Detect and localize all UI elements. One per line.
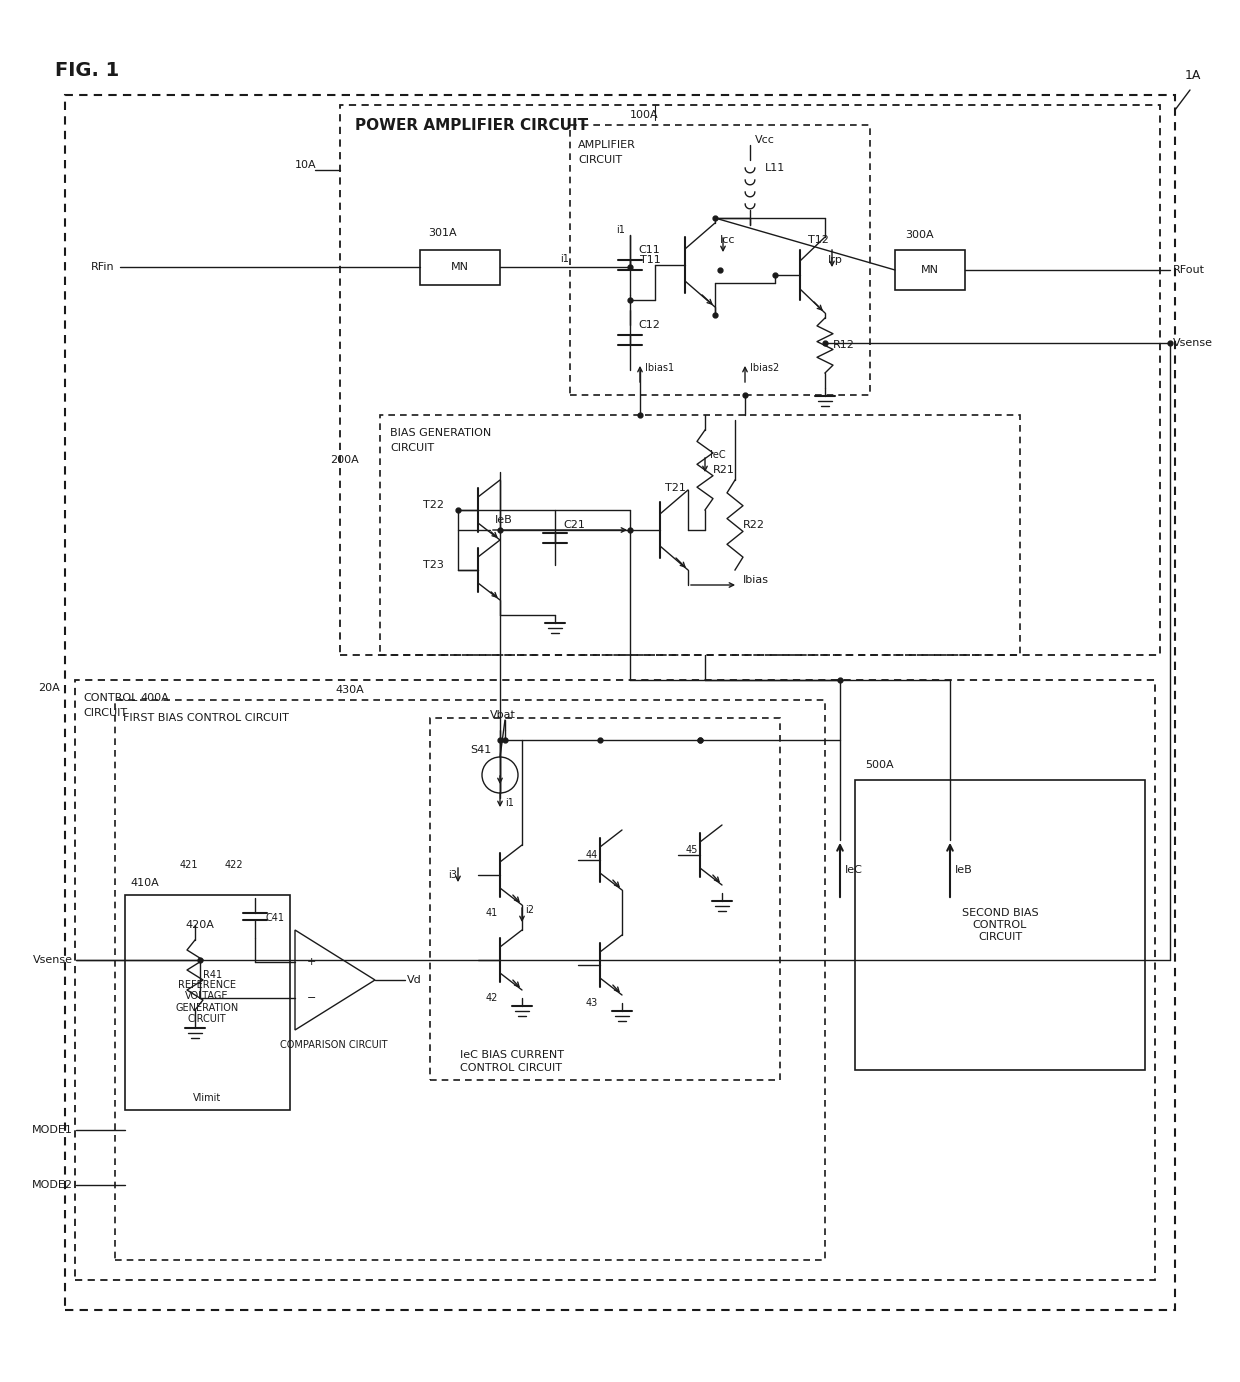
Text: 43: 43 xyxy=(585,998,598,1007)
Text: CONTROL: CONTROL xyxy=(83,692,138,703)
Text: 44: 44 xyxy=(585,850,598,860)
Text: i2: i2 xyxy=(525,905,534,915)
Text: i1: i1 xyxy=(616,225,625,235)
Text: MN: MN xyxy=(921,265,939,275)
Text: 300A: 300A xyxy=(905,229,934,240)
Text: RFin: RFin xyxy=(92,263,115,272)
Text: T21: T21 xyxy=(665,482,686,493)
Text: i3: i3 xyxy=(448,871,456,880)
Text: 500A: 500A xyxy=(866,760,894,770)
Text: R22: R22 xyxy=(743,520,765,531)
Text: CIRCUIT: CIRCUIT xyxy=(391,444,434,453)
Bar xyxy=(340,105,1159,655)
Text: 20A: 20A xyxy=(38,683,60,692)
Text: CIRCUIT: CIRCUIT xyxy=(83,708,128,719)
Text: Ibias2: Ibias2 xyxy=(750,363,779,373)
Text: CIRCUIT: CIRCUIT xyxy=(578,155,622,164)
Text: RFout: RFout xyxy=(1173,265,1205,275)
Text: IeC BIAS CURRENT: IeC BIAS CURRENT xyxy=(460,1050,564,1060)
Text: 41: 41 xyxy=(486,908,498,918)
Text: Ibias1: Ibias1 xyxy=(645,363,675,373)
Text: MODE1: MODE1 xyxy=(32,1125,73,1135)
Text: 410A: 410A xyxy=(130,878,159,889)
Text: 421: 421 xyxy=(180,860,198,871)
Text: Ibias: Ibias xyxy=(743,575,769,585)
Text: MN: MN xyxy=(451,263,469,272)
Text: 100A: 100A xyxy=(630,111,658,120)
Text: Vsense: Vsense xyxy=(1173,339,1213,348)
Bar xyxy=(570,124,870,395)
Text: C12: C12 xyxy=(639,321,660,330)
Text: S41: S41 xyxy=(470,745,491,755)
Bar xyxy=(125,896,290,1110)
Text: POWER AMPLIFIER CIRCUIT: POWER AMPLIFIER CIRCUIT xyxy=(355,117,588,133)
Text: 1A: 1A xyxy=(1185,69,1202,82)
Text: T23: T23 xyxy=(423,560,444,569)
Text: R21: R21 xyxy=(713,464,735,475)
Text: i1: i1 xyxy=(505,797,513,808)
Text: Icc: Icc xyxy=(720,235,735,245)
Text: Vsense: Vsense xyxy=(33,955,73,965)
Text: 301A: 301A xyxy=(428,228,456,238)
Text: 45: 45 xyxy=(686,844,698,855)
Text: Irp: Irp xyxy=(828,256,843,265)
Bar xyxy=(856,779,1145,1070)
Text: IeC: IeC xyxy=(711,451,725,460)
Text: C21: C21 xyxy=(563,520,585,531)
Bar xyxy=(64,95,1176,1310)
Bar xyxy=(74,680,1154,1280)
Text: L11: L11 xyxy=(765,163,785,173)
Text: 10A: 10A xyxy=(295,160,316,170)
Text: C11: C11 xyxy=(639,245,660,256)
Text: 200A: 200A xyxy=(330,455,358,464)
Text: −: − xyxy=(308,994,316,1003)
Text: SECOND BIAS
CONTROL
CIRCUIT: SECOND BIAS CONTROL CIRCUIT xyxy=(962,908,1038,941)
Text: Vlimit: Vlimit xyxy=(193,1093,221,1103)
Text: MODE2: MODE2 xyxy=(32,1180,73,1190)
Text: Vd: Vd xyxy=(407,974,422,985)
Text: REFERENCE
VOLTAGE
GENERATION
CIRCUIT: REFERENCE VOLTAGE GENERATION CIRCUIT xyxy=(175,980,238,1024)
Text: R41: R41 xyxy=(203,970,222,980)
Text: i1: i1 xyxy=(560,254,569,264)
Text: R12: R12 xyxy=(833,340,854,350)
Text: IeC: IeC xyxy=(844,865,863,875)
Bar xyxy=(430,719,780,1079)
Bar xyxy=(895,250,965,290)
Text: T22: T22 xyxy=(423,500,444,510)
Bar xyxy=(379,415,1021,655)
Text: IeB: IeB xyxy=(955,865,972,875)
Text: 422: 422 xyxy=(224,860,243,871)
Text: T12: T12 xyxy=(808,235,828,245)
Text: 400A: 400A xyxy=(140,692,169,703)
Bar xyxy=(420,250,500,285)
Bar xyxy=(115,701,825,1260)
Text: AMPLIFIER: AMPLIFIER xyxy=(578,140,636,151)
Text: +: + xyxy=(308,956,316,967)
Text: Vbat: Vbat xyxy=(490,710,516,720)
Text: 430A: 430A xyxy=(335,685,363,695)
Text: FIG. 1: FIG. 1 xyxy=(55,61,119,80)
Text: COMPARISON CIRCUIT: COMPARISON CIRCUIT xyxy=(280,1041,387,1050)
Text: Vcc: Vcc xyxy=(755,135,775,145)
Text: IeB: IeB xyxy=(495,515,513,525)
Text: BIAS GENERATION: BIAS GENERATION xyxy=(391,428,491,438)
Text: 420A: 420A xyxy=(185,920,213,930)
Text: T11: T11 xyxy=(640,256,661,265)
Text: 42: 42 xyxy=(486,994,498,1003)
Text: CONTROL CIRCUIT: CONTROL CIRCUIT xyxy=(460,1063,562,1072)
Text: C41: C41 xyxy=(265,914,284,923)
Text: FIRST BIAS CONTROL CIRCUIT: FIRST BIAS CONTROL CIRCUIT xyxy=(123,713,289,723)
